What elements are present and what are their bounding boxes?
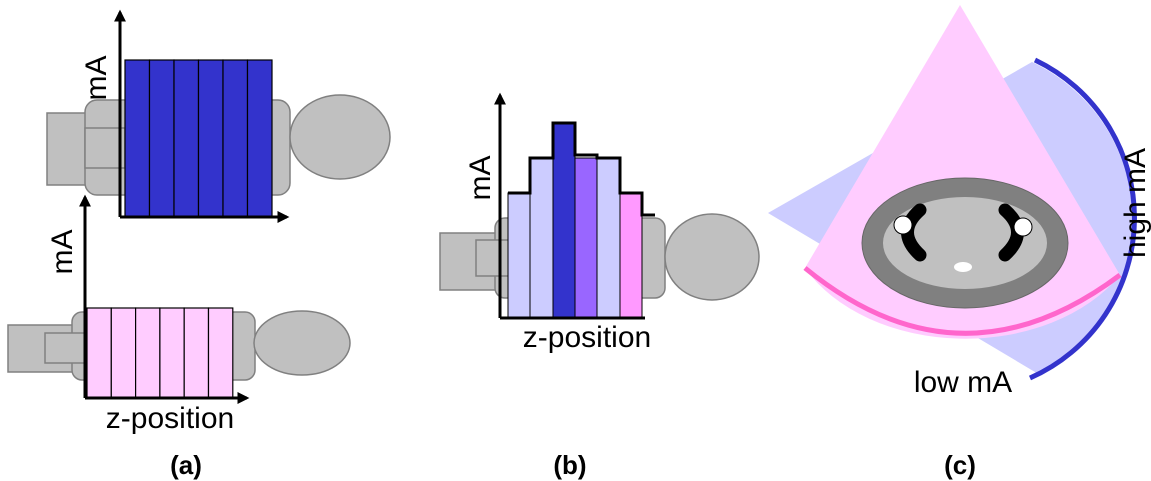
bone-circle	[1014, 218, 1032, 236]
caption: (b)	[553, 450, 586, 480]
axis-label: mA	[46, 230, 79, 275]
axis-label: z-position	[106, 402, 234, 435]
low-label: low mA	[914, 366, 1012, 399]
panel-a-top: mA	[47, 12, 390, 217]
caption: (a)	[170, 450, 202, 480]
caption: (c)	[944, 450, 976, 480]
axis-label: mA	[464, 156, 497, 201]
panel-c: high mA low mA	[768, 5, 1151, 399]
high-label: high mA	[1119, 148, 1151, 258]
bone-circle	[894, 216, 912, 234]
axis-label: mA	[80, 56, 113, 101]
panel-a-bottom: mA z-position	[8, 197, 350, 435]
head	[254, 311, 350, 375]
panel-b: mA z-position	[440, 95, 759, 354]
head	[665, 214, 759, 300]
spine	[954, 262, 972, 272]
head	[290, 95, 390, 179]
tube-current-bars	[87, 308, 233, 398]
axis-label: z-position	[523, 321, 651, 354]
tube-current-bars	[125, 60, 272, 217]
figure: mA mA z-position mA	[0, 0, 1151, 481]
hip	[45, 333, 87, 363]
